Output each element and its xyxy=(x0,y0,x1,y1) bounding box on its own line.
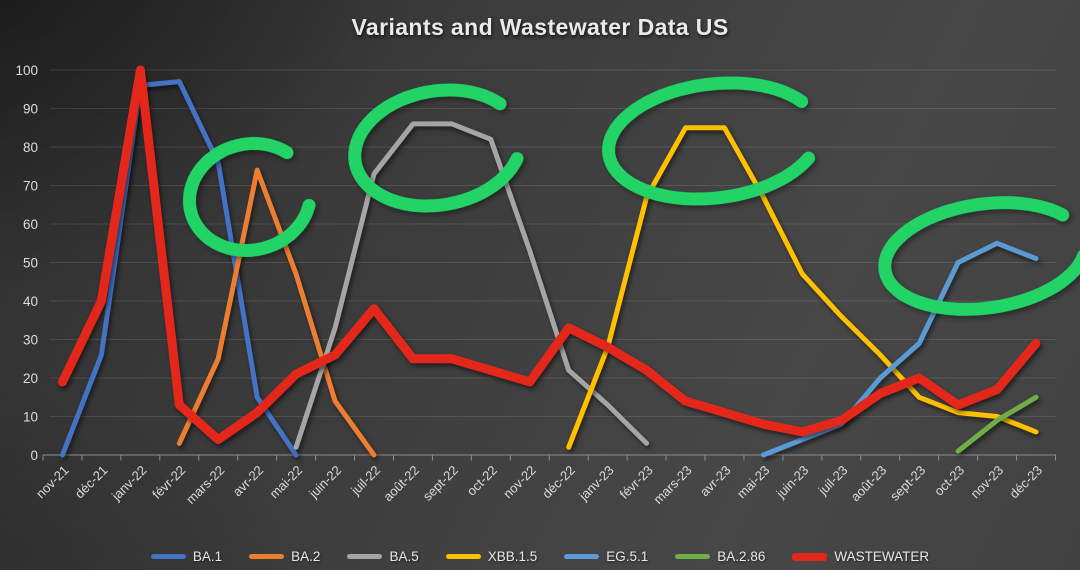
x-tick-label: juil-23 xyxy=(815,463,851,499)
series-line-wastewater xyxy=(58,65,1041,445)
legend-label: BA.5 xyxy=(389,549,419,564)
x-tick-label: juin-22 xyxy=(305,463,344,502)
legend-label: EG.5.1 xyxy=(606,549,649,564)
legend-label: BA.2 xyxy=(291,549,321,564)
y-tick-label: 60 xyxy=(23,217,38,232)
legend-swatch-xbb-1-5 xyxy=(445,553,481,560)
x-tick-label: juil-22 xyxy=(347,463,383,499)
legend-label: BA.1 xyxy=(192,549,223,564)
legend-swatch-ba-2 xyxy=(249,553,285,560)
y-tick-label: 50 xyxy=(23,256,38,271)
legend-swatch-ba-1 xyxy=(150,553,186,560)
y-tick-label: 90 xyxy=(23,102,38,117)
legend-swatch-ba-2-86 xyxy=(675,553,711,560)
series-lines xyxy=(58,65,1041,458)
series-line-ba-2-86 xyxy=(955,394,1039,454)
x-tick-label: mai-23 xyxy=(734,463,773,502)
x-tick-label: oct-22 xyxy=(464,463,500,499)
x-tick-label: déc-23 xyxy=(1006,463,1045,502)
x-tick-label: sept-23 xyxy=(887,463,928,504)
y-tick-label: 10 xyxy=(23,410,38,425)
legend-label: WASTEWATER xyxy=(834,549,930,564)
x-tick-label: août-22 xyxy=(380,463,422,505)
series-line-ba-2 xyxy=(176,167,377,458)
y-tick-label: 40 xyxy=(23,294,38,309)
series-line-eg-5-1 xyxy=(760,240,1039,458)
legend-label: XBB.1.5 xyxy=(487,549,538,564)
legend-swatch-wastewater xyxy=(792,552,828,561)
y-axis-labels: 0 10 20 30 40 50 60 70 80 90 100 xyxy=(15,63,38,463)
x-tick-label: mars-22 xyxy=(183,463,227,507)
y-tick-label: 80 xyxy=(23,140,38,155)
legend-item-xbb-1-5: XBB.1.5 xyxy=(445,549,538,564)
highlight-mars-23-xbb-1-5-peak-icon xyxy=(602,76,816,206)
legend-label: BA.2.86 xyxy=(717,549,766,564)
legend-item-ba-1: BA.1 xyxy=(150,549,223,564)
annotations xyxy=(182,76,1080,316)
chart-title: Variants and Wastewater Data US xyxy=(351,14,729,40)
x-tick-label: oct-23 xyxy=(931,463,967,499)
x-tick-label: nov-21 xyxy=(33,463,72,502)
x-tick-label: mars-23 xyxy=(650,463,694,507)
y-tick-label: 70 xyxy=(23,179,38,194)
highlight-nov-23-eg-5-1-peak-icon xyxy=(878,196,1080,316)
y-tick-label: 100 xyxy=(15,63,38,78)
legend-item-ba-5: BA.5 xyxy=(347,549,419,564)
legend-item-ba-2-86: BA.2.86 xyxy=(675,549,765,564)
x-tick-label: juin-23 xyxy=(773,463,812,502)
x-tick-label: mai-22 xyxy=(267,463,306,502)
x-tick-label: déc-22 xyxy=(539,463,578,502)
x-tick-label: avr-22 xyxy=(230,463,267,500)
series-line-ba-1 xyxy=(60,79,299,458)
x-tick-label: déc-21 xyxy=(72,463,111,502)
x-tick-label: nov-23 xyxy=(967,463,1006,502)
x-axis-ticks xyxy=(42,455,1056,461)
legend-item-ba-2: BA.2 xyxy=(249,549,320,564)
x-tick-label: janv-22 xyxy=(108,463,149,504)
legend-item-eg-5-1: EG.5.1 xyxy=(564,549,648,564)
legend-swatch-ba-5 xyxy=(347,553,383,560)
x-tick-label: août-23 xyxy=(848,463,890,505)
series-line-ba-5 xyxy=(293,121,650,450)
y-tick-label: 20 xyxy=(23,371,38,386)
y-tick-label: 30 xyxy=(23,333,38,348)
x-tick-label: nov-22 xyxy=(500,463,539,502)
y-tick-label: 0 xyxy=(30,448,38,463)
x-tick-label: avr-23 xyxy=(697,463,734,500)
highlight-avr-22-ba-2-peak-icon xyxy=(182,136,316,258)
legend-swatch-eg-5-1 xyxy=(564,553,600,560)
x-tick-label: janv-23 xyxy=(575,463,616,504)
legend-item-wastewater: WASTEWATER xyxy=(792,549,929,564)
chart-legend: BA.1 BA.2 BA.5 XBB.1.5 EG.5.1 BA.2.86 WASTEWAT… xyxy=(0,549,1080,564)
x-tick-label: sept-22 xyxy=(420,463,461,504)
highlight-sept-22-ba-5-peak-icon xyxy=(348,83,524,213)
